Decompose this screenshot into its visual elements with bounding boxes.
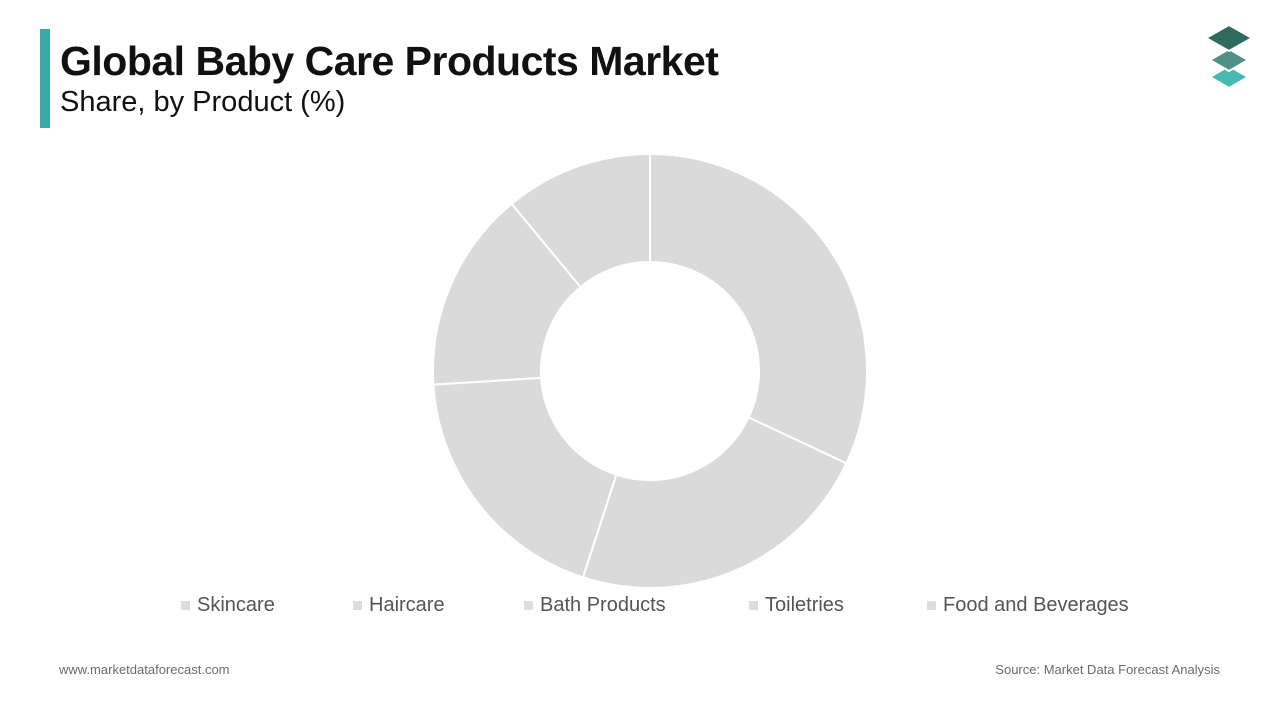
legend-label: Toiletries <box>765 594 844 616</box>
chart-legend: Skincare Haircare Bath Products Toiletri… <box>0 594 1280 620</box>
logo-layer-middle <box>1208 47 1250 73</box>
logo-layer-bottom <box>1208 64 1250 90</box>
legend-swatch <box>524 601 533 610</box>
donut-slice-toiletries <box>432 202 582 386</box>
donut-slice-haircare <box>581 416 848 589</box>
legend-swatch <box>181 601 190 610</box>
title-accent-bar <box>40 29 50 128</box>
donut-slice-food-and-beverages <box>510 152 651 289</box>
donut-slice-bath-products <box>432 376 618 579</box>
donut-slice-skincare <box>649 152 868 465</box>
legend-label: Haircare <box>369 594 445 616</box>
legend-item-skincare: Skincare <box>181 594 275 617</box>
page-title: Global Baby Care Products Market <box>60 38 719 84</box>
legend-label: Skincare <box>197 594 275 616</box>
legend-item-toiletries: Toiletries <box>749 594 844 617</box>
footer-website: www.marketdataforecast.com <box>59 662 230 677</box>
legend-swatch <box>749 601 758 610</box>
legend-item-bath-products: Bath Products <box>524 594 666 617</box>
legend-label: Food and Beverages <box>943 594 1129 616</box>
legend-swatch <box>353 601 362 610</box>
legend-swatch <box>927 601 936 610</box>
legend-item-food-and-beverages: Food and Beverages <box>927 594 1129 617</box>
page-subtitle: Share, by Product (%) <box>60 86 346 118</box>
logo-layer-top <box>1203 23 1255 53</box>
legend-label: Bath Products <box>540 594 666 616</box>
stacked-layers-icon <box>1203 23 1255 90</box>
footer-source: Source: Market Data Forecast Analysis <box>995 662 1220 677</box>
legend-item-haircare: Haircare <box>353 594 445 617</box>
